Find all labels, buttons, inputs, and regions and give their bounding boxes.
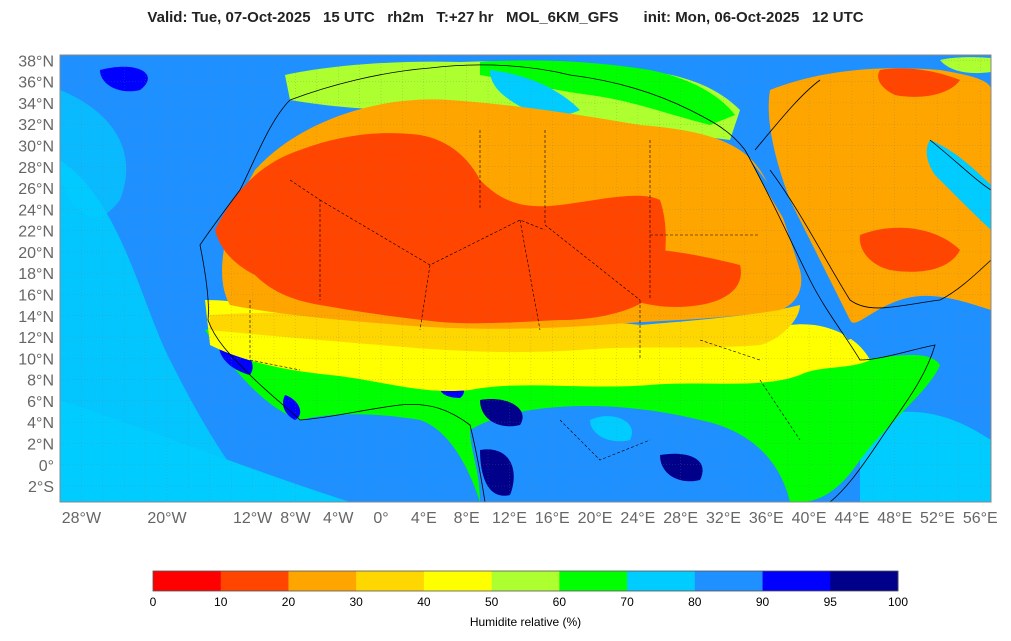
lon-tick-label: 52°E — [920, 510, 955, 527]
lat-tick-label: 28°N — [18, 160, 54, 177]
colorbar-segment — [423, 571, 493, 591]
colorbar-tick-label: 40 — [417, 595, 431, 609]
lat-tick-label: 34°N — [18, 96, 54, 113]
lat-tick-label: 20°N — [18, 245, 54, 262]
colorbar-title: Humidite relative (%) — [470, 615, 581, 629]
lat-tick-label: 14°N — [18, 309, 54, 326]
colorbar-segment — [288, 571, 357, 591]
colorbar-tick-label: 70 — [620, 595, 634, 609]
colorbar-frame — [152, 570, 899, 592]
colorbar-tick-label: 10 — [214, 595, 228, 609]
lon-tick-label: 44°E — [834, 510, 869, 527]
colorbar-tick-label: 95 — [824, 595, 838, 609]
lon-tick-label: 12°E — [492, 510, 527, 527]
colorbar-tick-label: 80 — [688, 595, 702, 609]
gridlines — [60, 55, 991, 502]
lon-tick-label: 40°E — [792, 510, 827, 527]
lon-tick-label: 28°E — [663, 510, 698, 527]
lon-tick-label: 24°E — [620, 510, 655, 527]
humidity-field — [60, 55, 991, 502]
lat-tick-label: 12°N — [18, 330, 54, 347]
colorbar-segment — [491, 571, 560, 591]
lon-tick-label: 48°E — [877, 510, 912, 527]
lon-tick-label: 8°W — [280, 510, 311, 527]
longitude-labels: 28°W 20°W 12°W 8°W 4°W 0° 4°E 8°E 12°E 16°E 20°E 24… — [62, 510, 998, 527]
lat-tick-label: 4°N — [27, 415, 54, 432]
lon-tick-label: 36°E — [749, 510, 784, 527]
lat-tick-label: 24°N — [18, 202, 54, 219]
map-title: Valid: Tue, 07-Oct-2025 15 UTC rh2m T:+2… — [147, 9, 864, 26]
lon-tick-label: 20°W — [147, 510, 187, 527]
colorbar-segment — [153, 571, 222, 591]
colorbar-segment — [559, 571, 628, 591]
lat-tick-label: 22°N — [18, 224, 54, 241]
lat-tick-label: 32°N — [18, 117, 54, 134]
colorbar-tick-label: 20 — [282, 595, 296, 609]
lat-tick-label: 36°N — [18, 75, 54, 92]
lat-tick-label: 16°N — [18, 287, 54, 304]
lon-tick-label: 28°W — [62, 510, 102, 527]
lat-tick-label: 30°N — [18, 138, 54, 155]
colorbar-tick-label: 90 — [756, 595, 770, 609]
country-borders — [249, 130, 801, 461]
colorbar-tick-label: 0 — [150, 595, 157, 609]
lat-tick-label: 18°N — [18, 266, 54, 283]
colorbar-segment — [356, 571, 425, 591]
latitude-labels: 38°N 36°N 34°N 32°N 30°N 28°N 26°N 24°N 22°N 20°N… — [18, 53, 54, 496]
colorbar-segment — [220, 571, 289, 591]
lat-tick-label: 38°N — [18, 53, 54, 70]
colorbar-segment — [694, 571, 764, 591]
lat-tick-label: 0° — [39, 458, 54, 475]
lat-tick-label: 26°N — [18, 181, 54, 198]
coastlines — [199, 64, 991, 502]
colorbar-segment — [762, 571, 831, 591]
lon-tick-label: 8°E — [454, 510, 480, 527]
lon-tick-label: 0° — [373, 510, 388, 527]
lon-tick-label: 56°E — [963, 510, 998, 527]
map-frame — [59, 54, 992, 503]
lon-tick-label: 20°E — [578, 510, 613, 527]
lat-tick-label: 8°N — [27, 373, 54, 390]
colorbar-tick-label: 50 — [485, 595, 499, 609]
lon-tick-label: 4°W — [323, 510, 354, 527]
lon-tick-label: 32°E — [706, 510, 741, 527]
colorbar: 0 10 20 30 40 50 60 70 80 90 95 100 Humidite relativ… — [150, 570, 908, 629]
lon-tick-label: 16°E — [535, 510, 570, 527]
lon-tick-label: 4°E — [411, 510, 437, 527]
lat-tick-label: 10°N — [18, 351, 54, 368]
lat-tick-label: 6°N — [27, 394, 54, 411]
lat-tick-label: 2°S — [28, 479, 54, 496]
colorbar-tick-label: 30 — [350, 595, 364, 609]
colorbar-segment — [627, 571, 696, 591]
lon-tick-label: 12°W — [233, 510, 273, 527]
lat-tick-label: 2°N — [27, 436, 54, 453]
colorbar-segment — [830, 571, 899, 591]
colorbar-tick-label: 100 — [888, 595, 908, 609]
colorbar-tick-label: 60 — [553, 595, 567, 609]
